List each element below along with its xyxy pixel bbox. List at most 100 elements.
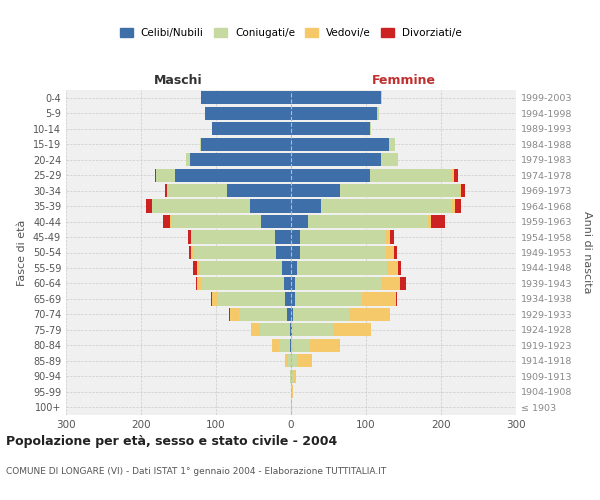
Bar [308, 215, 427, 228]
Bar [193, 246, 276, 259]
Text: Femmine: Femmine [371, 74, 436, 88]
Bar [291, 246, 300, 259]
Bar [290, 370, 291, 383]
Bar [251, 324, 260, 336]
Bar [152, 200, 250, 212]
Bar [191, 246, 193, 259]
Bar [171, 215, 261, 228]
Bar [390, 230, 394, 243]
Bar [370, 122, 371, 136]
Bar [229, 308, 239, 321]
Bar [398, 262, 401, 274]
Bar [165, 184, 167, 197]
Bar [175, 168, 291, 181]
Bar [239, 308, 287, 321]
Bar [199, 138, 201, 150]
Bar [452, 200, 455, 212]
Bar [460, 184, 461, 197]
Bar [389, 138, 395, 150]
Bar [279, 339, 290, 352]
Bar [227, 184, 291, 197]
Bar [291, 230, 300, 243]
Bar [291, 184, 340, 197]
Bar [291, 354, 297, 368]
Bar [250, 200, 291, 212]
Bar [205, 106, 291, 120]
Bar [189, 246, 191, 259]
Bar [381, 153, 398, 166]
Text: Popolazione per età, sesso e stato civile - 2004: Popolazione per età, sesso e stato civil… [6, 435, 337, 448]
Bar [155, 168, 156, 181]
Bar [333, 324, 371, 336]
Bar [291, 106, 377, 120]
Bar [287, 308, 291, 321]
Bar [387, 262, 398, 274]
Bar [297, 262, 387, 274]
Bar [285, 354, 288, 368]
Bar [199, 262, 282, 274]
Bar [282, 262, 291, 274]
Bar [151, 200, 152, 212]
Bar [291, 215, 308, 228]
Bar [455, 200, 461, 212]
Bar [293, 308, 349, 321]
Bar [291, 385, 292, 398]
Bar [201, 91, 291, 104]
Bar [201, 277, 284, 290]
Bar [211, 292, 212, 306]
Bar [156, 168, 175, 181]
Bar [340, 184, 460, 197]
Bar [300, 246, 386, 259]
Bar [197, 262, 199, 274]
Bar [290, 339, 291, 352]
Bar [291, 153, 381, 166]
Bar [291, 324, 292, 336]
Bar [291, 168, 370, 181]
Bar [291, 277, 295, 290]
Bar [431, 215, 445, 228]
Bar [427, 215, 431, 228]
Bar [400, 277, 406, 290]
Bar [186, 153, 190, 166]
Bar [291, 91, 381, 104]
Bar [381, 91, 382, 104]
Bar [292, 385, 293, 398]
Bar [191, 230, 192, 243]
Bar [285, 292, 291, 306]
Text: COMUNE DI LONGARE (VI) - Dati ISTAT 1° gennaio 2004 - Elaborazione TUTTITALIA.IT: COMUNE DI LONGARE (VI) - Dati ISTAT 1° g… [6, 468, 386, 476]
Bar [291, 262, 297, 274]
Bar [396, 292, 397, 306]
Bar [291, 200, 321, 212]
Bar [386, 246, 394, 259]
Bar [381, 277, 400, 290]
Bar [261, 215, 291, 228]
Bar [291, 308, 293, 321]
Bar [201, 138, 291, 150]
Bar [146, 200, 151, 212]
Bar [377, 106, 379, 120]
Bar [291, 292, 295, 306]
Bar [370, 168, 452, 181]
Bar [291, 339, 310, 352]
Bar [297, 354, 312, 368]
Legend: Celibi/Nubili, Coniugati/e, Vedovi/e, Divorziati/e: Celibi/Nubili, Coniugati/e, Vedovi/e, Di… [116, 24, 466, 42]
Bar [454, 168, 458, 181]
Text: Maschi: Maschi [154, 74, 203, 88]
Bar [276, 246, 291, 259]
Bar [310, 339, 340, 352]
Bar [295, 292, 362, 306]
Bar [293, 370, 296, 383]
Bar [212, 292, 218, 306]
Bar [196, 277, 197, 290]
Bar [192, 230, 275, 243]
Bar [291, 122, 370, 136]
Bar [212, 122, 291, 136]
Bar [167, 184, 227, 197]
Bar [193, 262, 197, 274]
Bar [291, 370, 293, 383]
Bar [271, 339, 279, 352]
Y-axis label: Fasce di età: Fasce di età [17, 220, 27, 286]
Bar [292, 324, 333, 336]
Bar [394, 246, 397, 259]
Bar [288, 354, 291, 368]
